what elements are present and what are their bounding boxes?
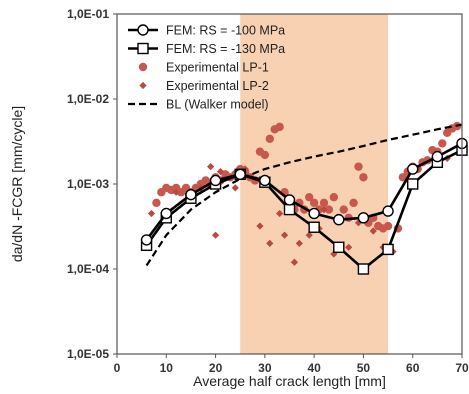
data-point	[172, 188, 180, 196]
data-point	[295, 239, 303, 248]
data-point	[320, 205, 328, 214]
data-point	[260, 150, 270, 160]
y-axis-label: da/dN -FCGR [mm/cycle]	[9, 106, 25, 262]
data-point	[357, 263, 370, 275]
data-point	[209, 174, 222, 187]
data-point	[305, 192, 314, 202]
data-point	[359, 173, 368, 182]
data-point	[398, 173, 408, 182]
data-point	[330, 250, 338, 258]
data-point	[234, 168, 246, 181]
legend-marker	[139, 81, 147, 90]
legend-label: FEM: RS = -130 MPa	[166, 42, 285, 56]
data-point	[283, 203, 296, 216]
data-point	[324, 205, 334, 214]
x-tick-label: 0	[114, 361, 121, 375]
legend-item: Experimental LP-2	[139, 79, 269, 93]
data-point	[290, 258, 299, 266]
data-point	[276, 209, 284, 218]
data-point	[266, 239, 274, 248]
plot-area	[140, 121, 468, 275]
data-point	[349, 198, 358, 208]
y-tick-label: 1,0E-02	[67, 92, 109, 106]
x-tick-label: 60	[406, 361, 420, 375]
data-point	[147, 209, 156, 218]
data-point	[369, 227, 377, 235]
data-point	[265, 134, 274, 144]
y-tick-label: 1,0E-05	[67, 347, 109, 361]
data-point	[256, 222, 264, 230]
data-point	[259, 174, 271, 187]
data-point	[160, 207, 172, 220]
y-tick-label: 1,0E-01	[67, 7, 109, 21]
legend-item: BL (Walker model)	[128, 98, 269, 112]
x-tick-label: 10	[160, 361, 174, 375]
data-point	[207, 163, 215, 171]
data-point	[382, 205, 394, 217]
legend-item: FEM: RS = -100 MPa	[128, 24, 285, 38]
series-fem-rs-100-mpa	[140, 137, 468, 246]
legend-label: FEM: RS = -100 MPa	[166, 24, 285, 38]
x-tick-label: 70	[455, 361, 469, 375]
data-point	[216, 167, 225, 176]
legend-marker	[137, 24, 149, 36]
data-point	[275, 122, 284, 132]
data-point	[308, 207, 320, 220]
data-point	[280, 231, 289, 239]
data-point	[382, 243, 394, 256]
data-point	[283, 194, 296, 206]
data-point	[383, 221, 393, 231]
x-tick-label: 40	[307, 361, 321, 375]
legend-marker	[138, 62, 148, 72]
x-axis: 0 10 20 30 40 50 60 70	[114, 354, 469, 375]
data-point	[339, 205, 348, 214]
legend-marker	[137, 42, 149, 55]
legend-label: Experimental LP-1	[166, 61, 269, 75]
data-point	[345, 243, 353, 251]
data-point	[438, 139, 447, 148]
data-point	[431, 150, 444, 163]
data-point	[231, 184, 239, 192]
legend-item: FEM: RS = -130 MPa	[128, 42, 285, 56]
data-point	[140, 234, 153, 246]
y-axis: 1,0E-05 1,0E-04 1,0E-03 1,0E-02 1,0E-01	[67, 7, 117, 361]
y-tick-label: 1,0E-04	[67, 262, 109, 276]
legend: FEM: RS = -100 MPa FEM: RS = -130 MPa Expe…	[128, 24, 285, 112]
data-point	[309, 198, 319, 208]
data-point	[329, 192, 339, 202]
x-tick-label: 50	[357, 361, 371, 375]
data-point	[185, 188, 197, 201]
data-point	[211, 231, 220, 239]
data-point	[407, 178, 419, 190]
y-tick-label: 1,0E-03	[67, 177, 109, 191]
legend-label: Experimental LP-2	[166, 79, 269, 93]
data-point	[152, 198, 161, 208]
legend-label: BL (Walker model)	[166, 98, 269, 112]
data-point	[333, 214, 345, 226]
legend-item: Experimental LP-1	[138, 61, 269, 75]
x-tick-label: 30	[258, 361, 272, 375]
data-point	[333, 241, 345, 254]
data-point	[305, 231, 313, 239]
data-point	[354, 162, 363, 171]
data-point	[357, 212, 370, 224]
data-point	[308, 221, 320, 233]
data-point	[319, 198, 329, 208]
x-tick-label: 20	[209, 361, 223, 375]
x-axis-label: Average half crack length [mm]	[193, 373, 386, 389]
data-point	[407, 163, 419, 175]
